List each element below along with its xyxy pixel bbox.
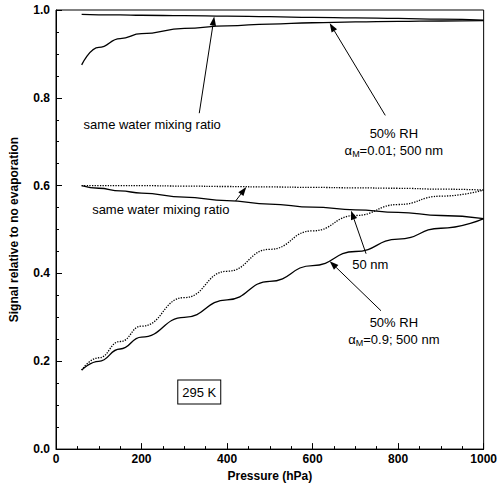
- svg-text:α: α: [348, 331, 356, 347]
- svg-text:0.6: 0.6: [33, 179, 50, 193]
- svg-text:50% RH: 50% RH: [370, 126, 418, 141]
- svg-text:=0.01; 500 nm: =0.01; 500 nm: [360, 143, 443, 158]
- svg-text:0.2: 0.2: [33, 354, 50, 368]
- svg-text:Pressure (hPa): Pressure (hPa): [227, 469, 312, 483]
- svg-text:50% RH: 50% RH: [370, 315, 418, 330]
- svg-text:0.8: 0.8: [33, 91, 50, 105]
- svg-text:same water mixing ratio: same water mixing ratio: [92, 202, 229, 217]
- svg-text:0: 0: [53, 452, 60, 466]
- svg-text:0.0: 0.0: [33, 442, 50, 456]
- svg-text:same water mixing ratio: same water mixing ratio: [84, 117, 221, 132]
- svg-text:α: α: [344, 142, 353, 158]
- svg-text:400: 400: [217, 452, 237, 466]
- svg-text:M: M: [352, 149, 360, 159]
- svg-text:800: 800: [388, 452, 408, 466]
- svg-text:600: 600: [303, 452, 323, 466]
- svg-text:1000: 1000: [470, 452, 497, 466]
- svg-text:1.0: 1.0: [33, 3, 50, 17]
- svg-text:50 nm: 50 nm: [352, 257, 388, 272]
- svg-text:=0.9; 500 nm: =0.9; 500 nm: [363, 332, 439, 347]
- svg-text:200: 200: [132, 452, 152, 466]
- svg-text:295 K: 295 K: [182, 385, 216, 400]
- svg-text:0.4: 0.4: [33, 266, 50, 280]
- svg-text:Signal relative to no evaporat: Signal relative to no evaporation: [7, 137, 21, 322]
- svg-text:M: M: [356, 338, 364, 348]
